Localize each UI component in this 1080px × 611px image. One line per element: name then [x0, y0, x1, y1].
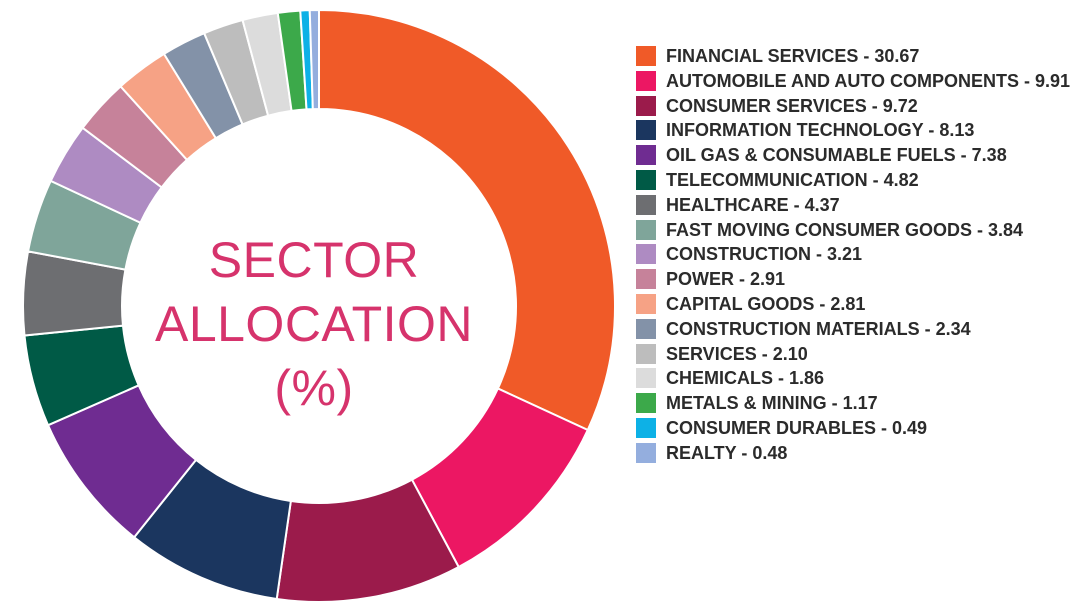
legend-item: OIL GAS & CONSUMABLE FUELS - 7.38: [636, 143, 1076, 168]
legend-swatch: [636, 269, 656, 290]
donut-slice-realty: [308, 8, 320, 111]
legend-label: CAPITAL GOODS - 2.81: [666, 293, 866, 314]
legend-swatch: [636, 343, 656, 364]
legend-label: REALTY - 0.48: [666, 442, 788, 463]
legend-item: AUTOMOBILE AND AUTO COMPONENTS - 9.91: [636, 69, 1076, 94]
legend-label: SERVICES - 2.10: [666, 343, 808, 364]
legend-swatch: [636, 70, 656, 91]
legend-swatch: [636, 417, 656, 438]
chart-title: SECTOR ALLOCATION (%): [144, 228, 484, 420]
legend-item: REALTY - 0.48: [636, 441, 1076, 466]
legend-swatch: [636, 442, 656, 463]
legend-swatch: [636, 194, 656, 215]
legend-item: METALS & MINING - 1.17: [636, 391, 1076, 416]
chart-legend: FINANCIAL SERVICES - 30.67 AUTOMOBILE AND…: [636, 44, 1076, 466]
chart-title-line-2: ALLOCATION: [154, 296, 474, 352]
legend-item: CAPITAL GOODS - 2.81: [636, 292, 1076, 317]
legend-swatch: [636, 169, 656, 190]
legend-item: INFORMATION TECHNOLOGY - 8.13: [636, 118, 1076, 143]
legend-swatch: [636, 393, 656, 414]
legend-swatch: [636, 368, 656, 389]
legend-item: HEALTHCARE - 4.37: [636, 193, 1076, 218]
legend-item: FINANCIAL SERVICES - 30.67: [636, 44, 1076, 69]
chart-title-line-1: SECTOR: [208, 232, 420, 288]
legend-label: OIL GAS & CONSUMABLE FUELS - 7.38: [666, 145, 1007, 166]
legend-item: CONSUMER SERVICES - 9.72: [636, 94, 1076, 119]
donut-slice-financial-services: [318, 8, 616, 432]
legend-label: CONSTRUCTION MATERIALS - 2.34: [666, 318, 971, 339]
legend-swatch: [636, 120, 656, 141]
legend-label: AUTOMOBILE AND AUTO COMPONENTS - 9.91: [666, 70, 1071, 91]
legend-label: INFORMATION TECHNOLOGY - 8.13: [666, 120, 975, 141]
legend-label: FINANCIAL SERVICES - 30.67: [666, 46, 920, 66]
legend-label: POWER - 2.91: [666, 269, 786, 290]
legend-swatch: [636, 219, 656, 240]
legend-swatch: [636, 145, 656, 166]
legend-item: FAST MOVING CONSUMER GOODS - 3.84: [636, 218, 1076, 243]
legend-swatch: [636, 293, 656, 314]
legend-label: TELECOMMUNICATION - 4.82: [666, 169, 919, 190]
legend-swatch: [636, 318, 656, 339]
legend-swatch: [636, 46, 656, 66]
legend-swatch: [636, 244, 656, 265]
legend-label: CONSUMER SERVICES - 9.72: [666, 95, 918, 116]
donut-chart: [22, 8, 616, 603]
legend-label: CONSUMER DURABLES - 0.49: [666, 417, 928, 438]
legend-item: CONSTRUCTION - 3.21: [636, 242, 1076, 267]
legend-label: CONSTRUCTION - 3.21: [666, 244, 863, 265]
legend-label: FAST MOVING CONSUMER GOODS - 3.84: [666, 219, 1024, 240]
legend-item: CONSTRUCTION MATERIALS - 2.34: [636, 317, 1076, 342]
donut-slices: [22, 8, 616, 603]
legend-item: SERVICES - 2.10: [636, 342, 1076, 367]
legend-item: CONSUMER DURABLES - 0.49: [636, 416, 1076, 441]
chart-title-line-3: (%): [274, 360, 354, 416]
legend-item: CHEMICALS - 1.86: [636, 366, 1076, 391]
legend-swatch: [636, 95, 656, 116]
legend-label: CHEMICALS - 1.86: [666, 368, 825, 389]
legend-item: POWER - 2.91: [636, 267, 1076, 292]
legend-label: METALS & MINING - 1.17: [666, 393, 878, 414]
legend-item: TELECOMMUNICATION - 4.82: [636, 168, 1076, 193]
legend-label: HEALTHCARE - 4.37: [666, 194, 840, 215]
